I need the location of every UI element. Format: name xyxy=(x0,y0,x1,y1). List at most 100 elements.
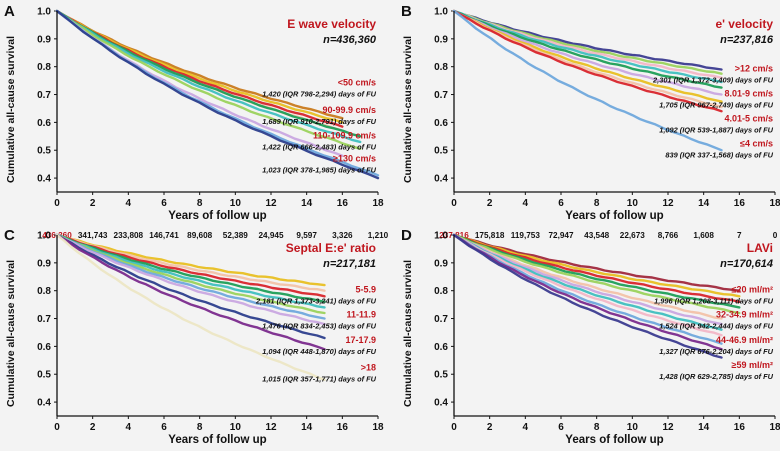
panel-title: Septal E:e' ratio xyxy=(286,241,376,255)
x-axis-label: Years of follow up xyxy=(565,434,663,446)
at-risk-count: 43,548 xyxy=(584,231,609,240)
series-line-s8 xyxy=(55,233,326,326)
y-tick-label: 1.0 xyxy=(37,231,51,242)
series-line-s4 xyxy=(452,233,741,309)
x-tick-label: 16 xyxy=(337,198,349,209)
x-tick-label: 12 xyxy=(662,422,674,433)
x-tick-label: 14 xyxy=(301,198,313,209)
x-tick-label: 8 xyxy=(197,422,203,433)
x-tick-label: 0 xyxy=(54,422,60,433)
series-line-s2 xyxy=(452,9,723,75)
x-tick-label: 18 xyxy=(372,198,384,209)
x-axis-label: Years of follow up xyxy=(168,434,266,446)
y-tick-label: 0.4 xyxy=(37,174,51,185)
annotation-label: ≤20 ml/m² xyxy=(732,285,773,295)
annotation-label: 17-17.9 xyxy=(345,335,376,345)
y-axis-label: Cumulative all-cause survival xyxy=(5,36,17,183)
x-tick-label: 0 xyxy=(54,198,60,209)
at-risk-count: 341,743 xyxy=(78,231,108,240)
panel-n-label: n=217,181 xyxy=(323,258,376,270)
y-tick-label: 0.9 xyxy=(434,258,448,269)
y-tick-label: 0.8 xyxy=(434,62,448,73)
panel-letter: B xyxy=(401,3,412,20)
y-tick-label: 0.9 xyxy=(37,258,51,269)
series-line-s4 xyxy=(55,233,326,303)
at-risk-count: 0 xyxy=(773,231,778,240)
series-line-s12 xyxy=(452,233,723,359)
x-tick-label: 2 xyxy=(487,198,493,209)
x-tick-label: 0 xyxy=(451,422,457,433)
x-tick-label: 12 xyxy=(265,422,277,433)
panel-c: C Cumulative all-cause survival 1.0 0.9 0.8 0… xyxy=(4,227,384,446)
at-risk-count: 22,673 xyxy=(620,231,645,240)
y-tick-label: 1.0 xyxy=(434,7,448,18)
panel-n-label: n=237,816 xyxy=(720,34,774,46)
y-tick-label: 0.5 xyxy=(434,370,448,381)
panel-n-label: n=170,614 xyxy=(720,258,773,270)
panel-title: E wave velocity xyxy=(287,17,376,31)
annotation-followup: 2,181 (IQR 1,373-3,241) days of FU xyxy=(255,297,377,306)
panel-letter: D xyxy=(401,227,412,244)
x-tick-label: 14 xyxy=(698,422,710,433)
x-tick-label: 10 xyxy=(230,422,242,433)
y-tick-label: 0.7 xyxy=(434,314,448,325)
annotation-label: 5-5.9 xyxy=(355,285,376,295)
y-axis-label: Cumulative all-cause survival xyxy=(402,36,414,183)
x-tick-label: 2 xyxy=(90,198,96,209)
y-tick-label: 0.5 xyxy=(434,146,448,157)
y-tick-label: 0.7 xyxy=(434,90,448,101)
x-tick-label: 16 xyxy=(734,422,746,433)
panel-title: e' velocity xyxy=(715,17,773,31)
y-tick-label: 0.8 xyxy=(37,62,51,73)
y-tick-label: 0.9 xyxy=(434,34,448,45)
y-axis-label: Cumulative all-cause survival xyxy=(5,260,17,407)
at-risk-count: 9,597 xyxy=(296,231,317,240)
x-tick-label: 2 xyxy=(90,422,96,433)
panel-n-label: n=436,360 xyxy=(323,34,377,46)
series-line-s11 xyxy=(55,233,326,381)
x-tick-label: 14 xyxy=(698,198,710,209)
series-line-s3 xyxy=(55,233,326,298)
series-line-s9 xyxy=(55,233,326,340)
x-tick-label: 10 xyxy=(230,198,242,209)
series-line-s2 xyxy=(55,233,326,292)
at-risk-count: 233,808 xyxy=(114,231,144,240)
y-tick-label: 0.9 xyxy=(37,34,51,45)
y-axis-label: Cumulative all-cause survival xyxy=(402,260,414,407)
series-line-s5 xyxy=(452,233,741,315)
x-tick-label: 18 xyxy=(372,422,384,433)
x-tick-label: 8 xyxy=(594,198,600,209)
y-tick-label: 0.6 xyxy=(434,342,448,353)
x-tick-label: 6 xyxy=(161,422,167,433)
y-tick-label: 0.6 xyxy=(37,118,51,129)
at-risk-count: 119,753 xyxy=(511,231,541,240)
x-tick-label: 12 xyxy=(662,198,674,209)
y-tick-label: 0.6 xyxy=(434,118,448,129)
annotation-followup: 2,301 (IQR 1,372-3,409) days of FU xyxy=(652,75,774,84)
series-line-s10 xyxy=(55,233,326,351)
x-tick-label: 2 xyxy=(487,422,493,433)
at-risk-count: 72,947 xyxy=(548,231,573,240)
x-tick-label: 4 xyxy=(523,422,529,433)
y-tick-label: 0.8 xyxy=(434,286,448,297)
annotation-followup: 1,327 (IQR 676-2,204) days of FU xyxy=(659,347,773,356)
series-line-s3 xyxy=(452,9,723,79)
annotation-label: 44-46.9 ml/m² xyxy=(716,335,773,345)
at-risk-count: 1,608 xyxy=(693,231,714,240)
x-tick-label: 4 xyxy=(126,198,132,209)
x-tick-label: 16 xyxy=(734,198,746,209)
series-line-s11 xyxy=(452,233,723,351)
annotation-label: 11-11.9 xyxy=(346,310,376,320)
annotation-label: ≤4 cm/s xyxy=(740,139,773,149)
annotation-label: ≥59 ml/m² xyxy=(732,360,773,370)
x-tick-label: 4 xyxy=(523,198,529,209)
annotation-followup: 1,420 (IQR 798-2,294) days of FU xyxy=(262,89,376,98)
panel-letter: A xyxy=(4,3,15,20)
y-tick-label: 0.7 xyxy=(37,314,51,325)
series-line-s10 xyxy=(55,9,380,180)
annotation-followup: 1,023 (IQR 378-1,985) days of FU xyxy=(262,165,376,174)
x-tick-label: 18 xyxy=(769,198,780,209)
x-tick-label: 6 xyxy=(558,422,564,433)
y-tick-label: 0.5 xyxy=(37,146,51,157)
at-risk-count: 52,389 xyxy=(223,231,248,240)
